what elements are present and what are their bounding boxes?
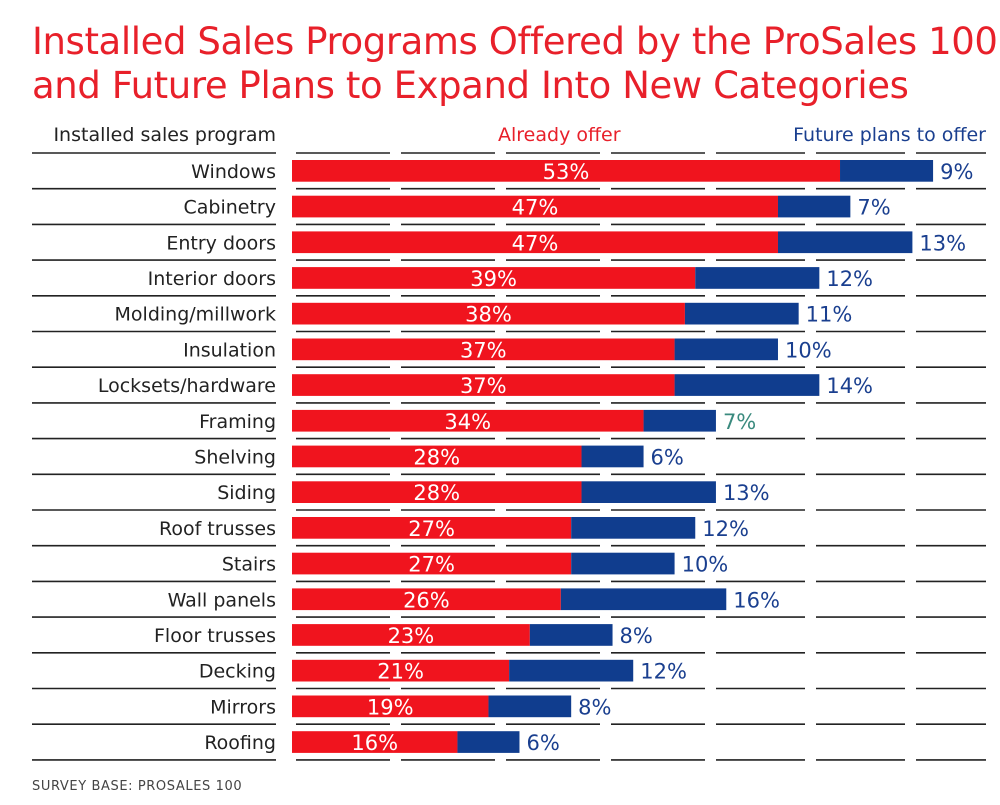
bar-already-offer [292, 231, 778, 254]
data-label-future-plans: 10% [682, 553, 729, 577]
bar-future-plans [488, 695, 572, 718]
bar-already-offer [292, 160, 841, 182]
data-label-already-offer: 53% [543, 160, 590, 184]
category-label: Shelving [194, 446, 276, 468]
category-label: Interior doors [148, 268, 276, 290]
data-label-already-offer: 21% [377, 660, 424, 684]
data-label-future-plans: 11% [806, 303, 853, 327]
bar-future-plans [560, 588, 727, 611]
category-label: Molding/millwork [115, 304, 276, 326]
data-label-future-plans: 6% [651, 445, 684, 469]
bar-future-plans [581, 481, 716, 503]
category-column-header: Installed sales program [53, 124, 276, 146]
data-label-already-offer: 28% [413, 481, 460, 505]
bar-future-plans [674, 338, 778, 361]
bar-already-offer [292, 517, 572, 539]
bar-future-plans [571, 552, 675, 575]
data-label-future-plans: 9% [940, 160, 973, 184]
data-label-already-offer: 47% [512, 231, 559, 255]
category-label: Stairs [222, 554, 276, 576]
bar-already-offer [292, 374, 675, 396]
data-label-already-offer: 39% [470, 267, 517, 291]
bar-already-offer [292, 338, 675, 361]
category-label: Floor trusses [154, 625, 276, 647]
bar-already-offer [292, 659, 510, 682]
bar-already-offer [292, 409, 644, 432]
bar-future-plans [509, 659, 634, 682]
data-label-already-offer: 37% [460, 338, 507, 362]
category-label: Siding [217, 482, 276, 504]
legend-future-plans: Future plans to offer [793, 124, 986, 146]
data-label-already-offer: 26% [403, 588, 450, 612]
data-label-already-offer: 27% [408, 553, 455, 577]
data-label-already-offer: 28% [413, 445, 460, 469]
category-label: Decking [199, 661, 276, 683]
survey-base-note: SURVEY BASE: PROSALES 100 [32, 779, 243, 794]
bar-already-offer [292, 552, 572, 575]
bar-already-offer [292, 624, 530, 646]
data-label-already-offer: 38% [465, 303, 512, 327]
category-label: Entry doors [166, 232, 276, 254]
data-label-future-plans: 6% [526, 731, 559, 755]
data-label-future-plans: 13% [919, 231, 966, 255]
bar-future-plans [840, 160, 934, 182]
bar-already-offer [292, 588, 561, 611]
bar-already-offer [292, 481, 582, 503]
data-label-future-plans: 12% [826, 267, 873, 291]
legend-already-offer: Already offer [498, 124, 621, 146]
bar-future-plans [777, 231, 913, 254]
data-label-already-offer: 16% [351, 731, 398, 755]
data-label-future-plans: 12% [702, 517, 749, 541]
category-label: Cabinetry [184, 197, 277, 219]
data-label-already-offer: 27% [408, 517, 455, 541]
category-label: Wall panels [168, 589, 276, 611]
data-label-future-plans: 8% [620, 624, 653, 648]
category-label: Roofing [204, 732, 276, 754]
bar-future-plans [684, 302, 799, 325]
data-label-already-offer: 34% [444, 410, 491, 434]
data-label-future-plans: 14% [826, 374, 873, 398]
data-label-future-plans: 12% [640, 660, 687, 684]
bar-already-offer [292, 445, 582, 468]
bar-already-offer [292, 695, 489, 718]
bar-future-plans [674, 374, 820, 396]
bar-future-plans [571, 517, 696, 539]
category-label: Insulation [183, 339, 276, 361]
bar-already-offer [292, 731, 458, 753]
bar-future-plans [581, 445, 644, 468]
data-label-future-plans: 7% [723, 410, 756, 434]
data-label-already-offer: 47% [512, 196, 559, 220]
bar-future-plans [529, 624, 613, 646]
bar-already-offer [292, 267, 696, 289]
category-label: Locksets/hardware [98, 375, 276, 397]
data-label-already-offer: 19% [367, 695, 414, 719]
bar-future-plans [695, 267, 820, 289]
data-label-future-plans: 7% [857, 196, 890, 220]
data-label-already-offer: 23% [388, 624, 435, 648]
chart-title-line-2: and Future Plans to Expand Into New Cate… [32, 64, 909, 107]
category-label: Mirrors [210, 696, 276, 718]
category-label: Windows [191, 161, 276, 183]
data-label-future-plans: 13% [723, 481, 770, 505]
data-label-future-plans: 16% [733, 588, 780, 612]
category-label: Roof trusses [159, 518, 276, 540]
data-label-already-offer: 37% [460, 374, 507, 398]
bar-already-offer [292, 302, 685, 325]
bar-future-plans [643, 409, 716, 432]
bar-future-plans [457, 731, 520, 753]
chart-title-line-1: Installed Sales Programs Offered by the … [32, 20, 998, 63]
data-label-future-plans: 10% [785, 338, 832, 362]
data-label-future-plans: 8% [578, 695, 611, 719]
category-label: Framing [199, 411, 276, 433]
chart-title: Installed Sales Programs Offered by the … [32, 20, 998, 108]
bar-already-offer [292, 195, 778, 218]
bar-future-plans [777, 195, 851, 218]
